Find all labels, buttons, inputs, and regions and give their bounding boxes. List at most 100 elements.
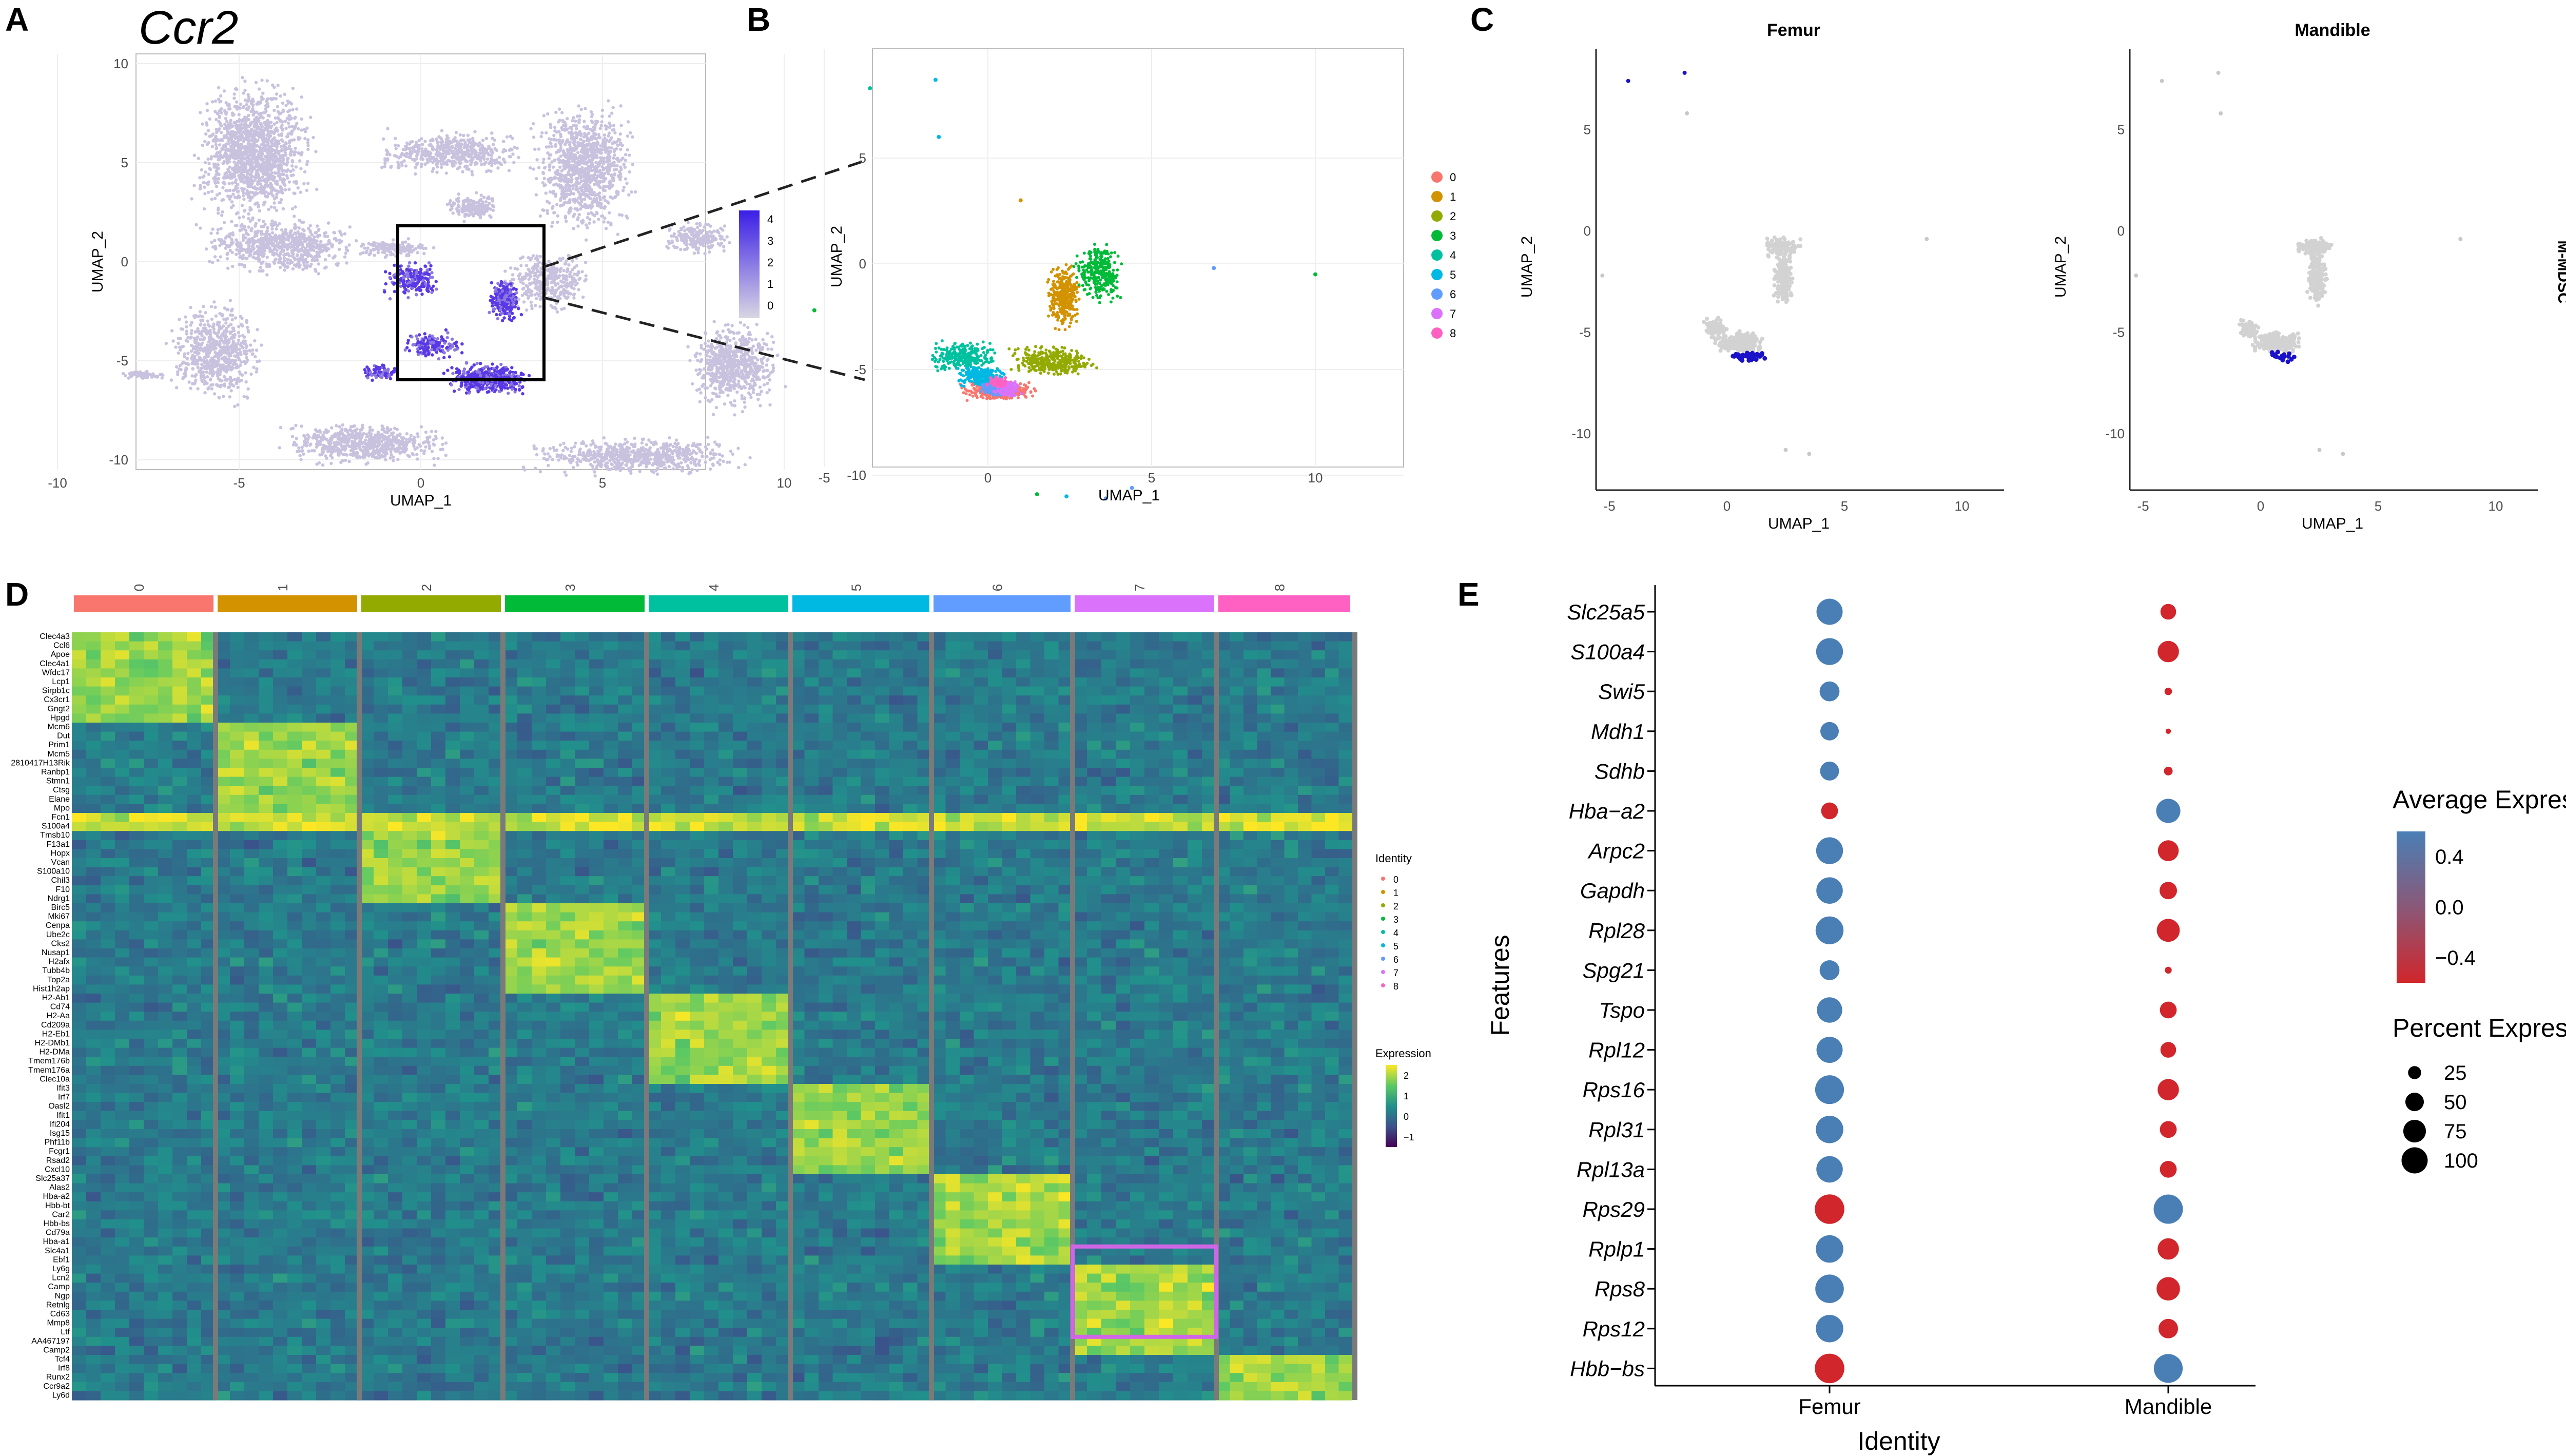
umap-cell — [280, 132, 283, 135]
umap-cell — [217, 211, 220, 215]
umap-cell — [285, 174, 288, 177]
umap-cell — [236, 151, 239, 154]
umap-cell — [218, 115, 221, 119]
umap-cell — [232, 121, 236, 124]
umap-cell — [206, 183, 209, 186]
umap-cell — [230, 200, 234, 203]
umap-cell — [608, 126, 611, 129]
umap-cell — [262, 203, 265, 206]
umap-cell — [244, 163, 247, 166]
umap-cell — [233, 166, 236, 169]
umap-cell — [275, 192, 278, 196]
umap-cell — [610, 136, 613, 139]
umap-cell — [233, 92, 236, 95]
umap-cell — [293, 138, 296, 141]
umap-cell — [259, 157, 262, 160]
umap-cell — [549, 126, 552, 129]
umap-cell — [291, 207, 294, 210]
umap-cell — [244, 146, 247, 149]
umap-cell — [290, 159, 294, 162]
umap-cell — [219, 100, 222, 103]
umap-cell — [565, 220, 568, 223]
umap-cell — [586, 216, 589, 219]
umap-cell — [291, 150, 294, 153]
umap-cell — [542, 158, 545, 161]
umap-cell — [210, 190, 213, 193]
umap-cell — [550, 225, 553, 228]
umap-cell — [274, 128, 277, 131]
umap-cell — [273, 201, 276, 204]
umap-cell — [535, 193, 538, 196]
umap-cell — [216, 151, 219, 154]
umap-cell — [250, 174, 253, 178]
umap-cell — [223, 182, 226, 185]
umap-cell — [571, 119, 574, 122]
umap-cell — [282, 207, 285, 210]
umap-cell — [287, 188, 290, 191]
umap-cell — [294, 147, 297, 150]
umap-cell — [603, 207, 606, 210]
umap-cell — [278, 112, 281, 115]
umap-cell — [223, 172, 226, 176]
umap-cell — [292, 191, 295, 195]
umap-cell — [267, 208, 270, 211]
umap-cell — [203, 207, 206, 210]
umap-cell — [225, 142, 228, 145]
umap-cell — [245, 103, 248, 106]
umap-cell — [256, 144, 259, 147]
umap-cell — [247, 93, 250, 96]
umap-cell — [600, 165, 604, 168]
umap-cell — [556, 215, 559, 218]
umap-cell — [257, 119, 260, 122]
umap-cell — [584, 107, 587, 110]
umap-cell — [250, 163, 253, 166]
umap-cell — [220, 111, 223, 114]
umap-cell — [574, 120, 577, 123]
umap-cell — [576, 218, 579, 221]
umap-cell — [217, 167, 220, 170]
umap-cell — [205, 121, 208, 124]
umap-cell — [288, 180, 291, 183]
umap-cell — [286, 157, 289, 160]
umap-cell — [625, 182, 628, 185]
umap-cell — [575, 136, 578, 139]
umap-cell — [596, 174, 599, 177]
umap-cell — [263, 155, 266, 158]
umap-cell — [569, 189, 572, 192]
umap-cell — [259, 112, 262, 115]
umap-cell — [276, 180, 279, 183]
umap-cell — [575, 127, 578, 130]
umap-cell — [240, 126, 243, 129]
umap-cell — [242, 198, 245, 201]
umap-cell — [210, 134, 213, 137]
umap-cell — [613, 131, 616, 134]
umap-cell — [266, 79, 269, 82]
umap-cell — [548, 168, 551, 171]
umap-cell — [232, 169, 236, 172]
umap-cell — [265, 178, 268, 181]
umap-cell — [612, 157, 615, 160]
umap-cell — [250, 218, 254, 221]
umap-cell — [623, 186, 626, 189]
umap-cell — [268, 151, 271, 154]
umap-cell — [600, 120, 604, 123]
umap-cell — [269, 126, 272, 129]
umap-cell — [264, 195, 267, 198]
umap-cell — [269, 177, 273, 180]
umap-cell — [230, 173, 234, 177]
umap-cell — [215, 143, 218, 146]
umap-cell — [247, 212, 250, 216]
umap-cell — [258, 87, 261, 90]
umap-cell — [214, 100, 217, 103]
umap-cell — [279, 178, 282, 181]
umap-cell — [592, 220, 595, 223]
umap-cell — [282, 182, 285, 185]
umap-cell — [261, 92, 264, 95]
umap-cell — [259, 134, 262, 137]
umap-cell — [300, 118, 303, 121]
umap-cell — [254, 202, 257, 205]
umap-cell — [244, 152, 247, 156]
umap-cell — [286, 110, 289, 113]
umap-cell — [552, 183, 555, 186]
umap-cell — [278, 201, 281, 204]
